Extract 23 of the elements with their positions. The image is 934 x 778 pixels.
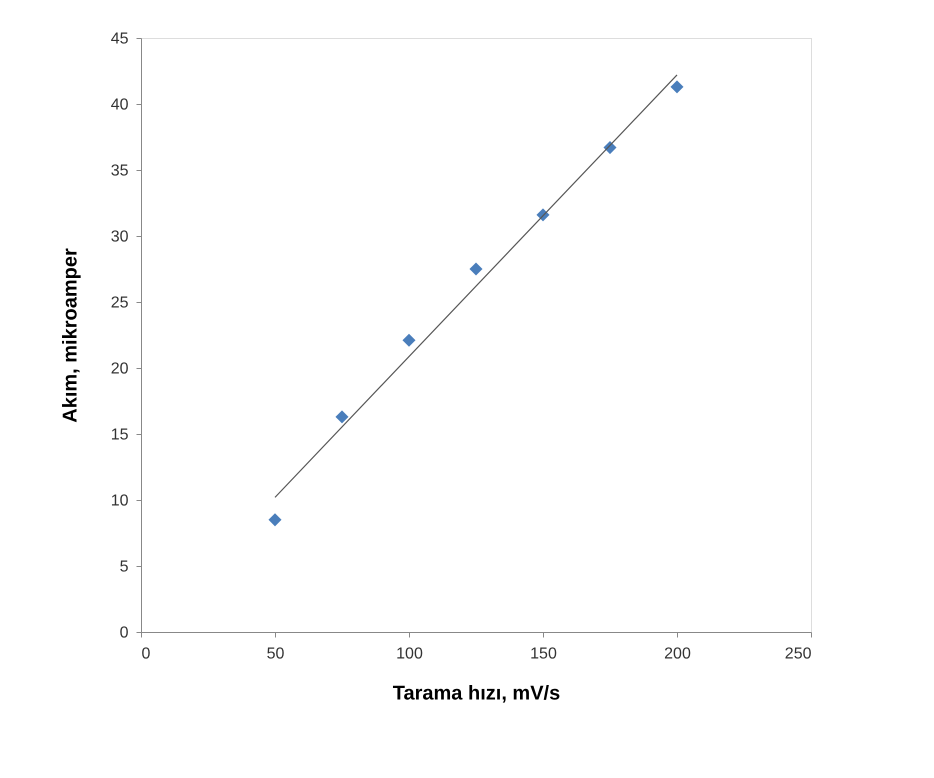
y-tick-label: 0 xyxy=(120,624,129,642)
point xyxy=(268,513,282,526)
point xyxy=(469,262,483,276)
x-tick-label: 200 xyxy=(664,646,691,662)
y-tick-label: 35 xyxy=(110,162,129,180)
point xyxy=(402,334,416,347)
y-tick-label: 30 xyxy=(110,228,129,246)
x-tick-label: 150 xyxy=(530,646,557,662)
y-tick-label: 20 xyxy=(110,360,129,378)
x-tick-label: 250 xyxy=(784,646,812,662)
y-axis-title: Akım, mikroamper xyxy=(60,248,82,423)
x-tick-label: 0 xyxy=(142,646,150,662)
x-tick-label: 100 xyxy=(396,646,423,662)
y-tick-label: 5 xyxy=(120,558,129,576)
y-tick-label: 10 xyxy=(110,492,129,510)
y-tick-label: 25 xyxy=(110,294,129,312)
y-tick-label: 15 xyxy=(110,426,129,444)
y-tick-label: 40 xyxy=(110,96,129,114)
x-tick-label: 50 xyxy=(266,646,284,662)
y-tick-label: 45 xyxy=(110,30,129,48)
point xyxy=(335,410,349,424)
point xyxy=(670,80,684,94)
x-axis-title: Tarama hızı, mV/s xyxy=(392,682,560,704)
